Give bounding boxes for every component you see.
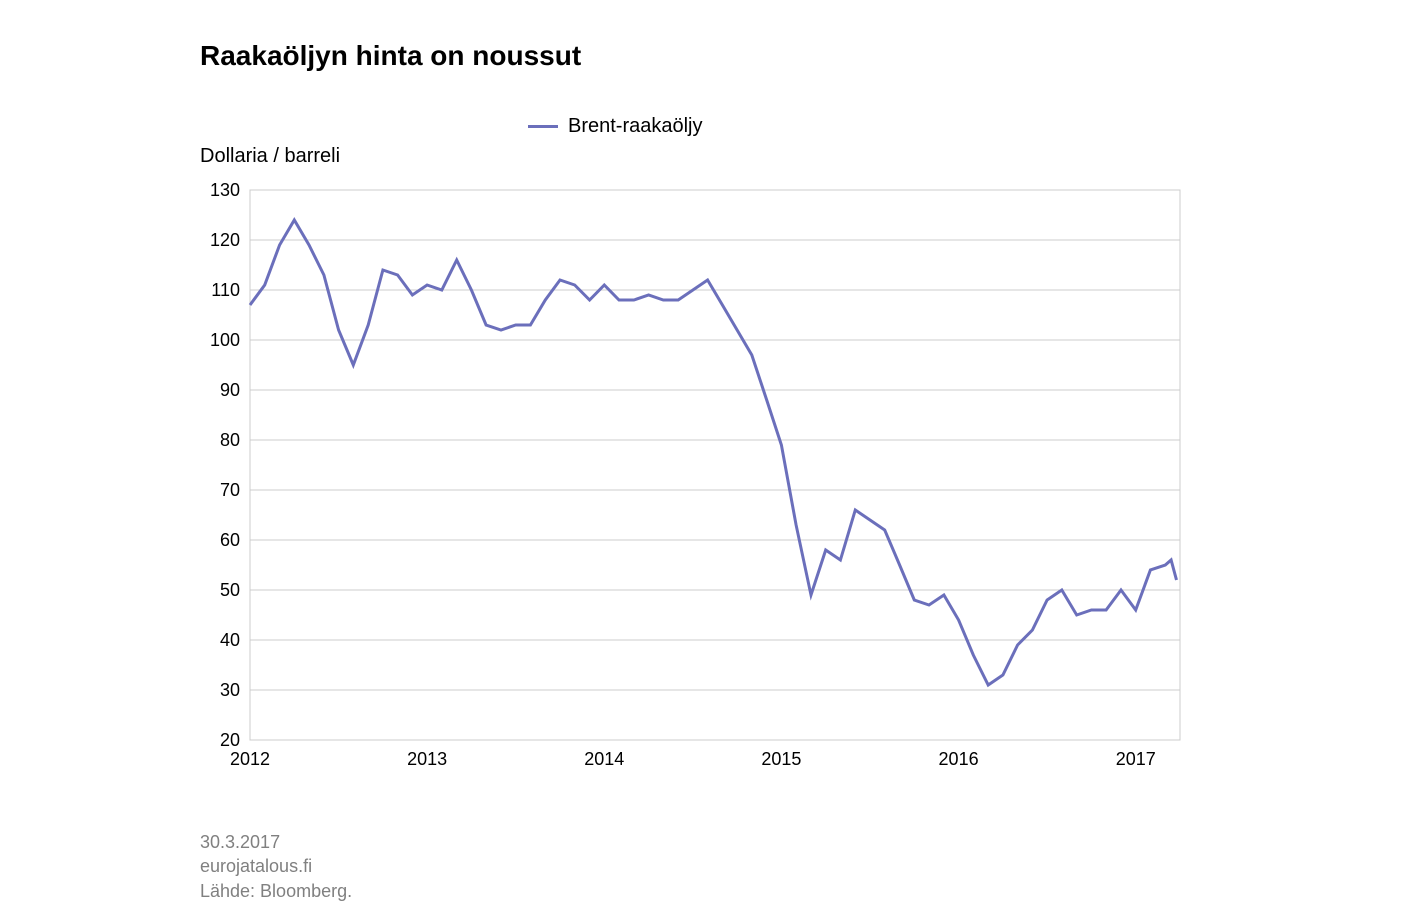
y-tick-label: 110 bbox=[211, 280, 240, 300]
chart-title: Raakaöljyn hinta on noussut bbox=[200, 40, 581, 72]
x-tick-label: 2013 bbox=[407, 749, 447, 769]
y-tick-label: 130 bbox=[210, 180, 240, 200]
footer-date: 30.3.2017 bbox=[200, 830, 352, 854]
chart-plot-area: 20 30 40 50 60 70 80 90 100 110 120 130 2012 2013 2014… bbox=[200, 180, 1200, 775]
x-tick-label: 2012 bbox=[230, 749, 270, 769]
footer-source: Lähde: Bloomberg. bbox=[200, 879, 352, 903]
x-tick-label: 2014 bbox=[584, 749, 624, 769]
y-tick-label: 80 bbox=[220, 430, 240, 450]
y-tick-label: 30 bbox=[220, 680, 240, 700]
x-tick-label: 2015 bbox=[761, 749, 801, 769]
y-tick-label: 50 bbox=[220, 580, 240, 600]
y-tick-label: 70 bbox=[220, 480, 240, 500]
footer-site: eurojatalous.fi bbox=[200, 854, 352, 878]
y-tick-label: 60 bbox=[220, 530, 240, 550]
y-axis-label: Dollaria / barreli bbox=[200, 145, 340, 168]
legend-label: Brent-raakaöljy bbox=[568, 115, 703, 138]
legend: Brent-raakaöljy bbox=[528, 115, 703, 138]
x-tick-label: 2017 bbox=[1116, 749, 1156, 769]
y-tick-label: 20 bbox=[220, 730, 240, 750]
y-tick-label: 40 bbox=[220, 630, 240, 650]
y-tick-label: 120 bbox=[210, 230, 240, 250]
chart-page: Raakaöljyn hinta on noussut Brent-raakaö… bbox=[0, 0, 1408, 919]
chart-svg: 20 30 40 50 60 70 80 90 100 110 120 130 2012 2013 2014… bbox=[200, 180, 1200, 775]
y-tick-label: 90 bbox=[220, 380, 240, 400]
legend-swatch bbox=[528, 125, 558, 128]
chart-footer: 30.3.2017 eurojatalous.fi Lähde: Bloombe… bbox=[200, 830, 352, 903]
x-tick-label: 2016 bbox=[939, 749, 979, 769]
y-tick-label: 100 bbox=[210, 330, 240, 350]
